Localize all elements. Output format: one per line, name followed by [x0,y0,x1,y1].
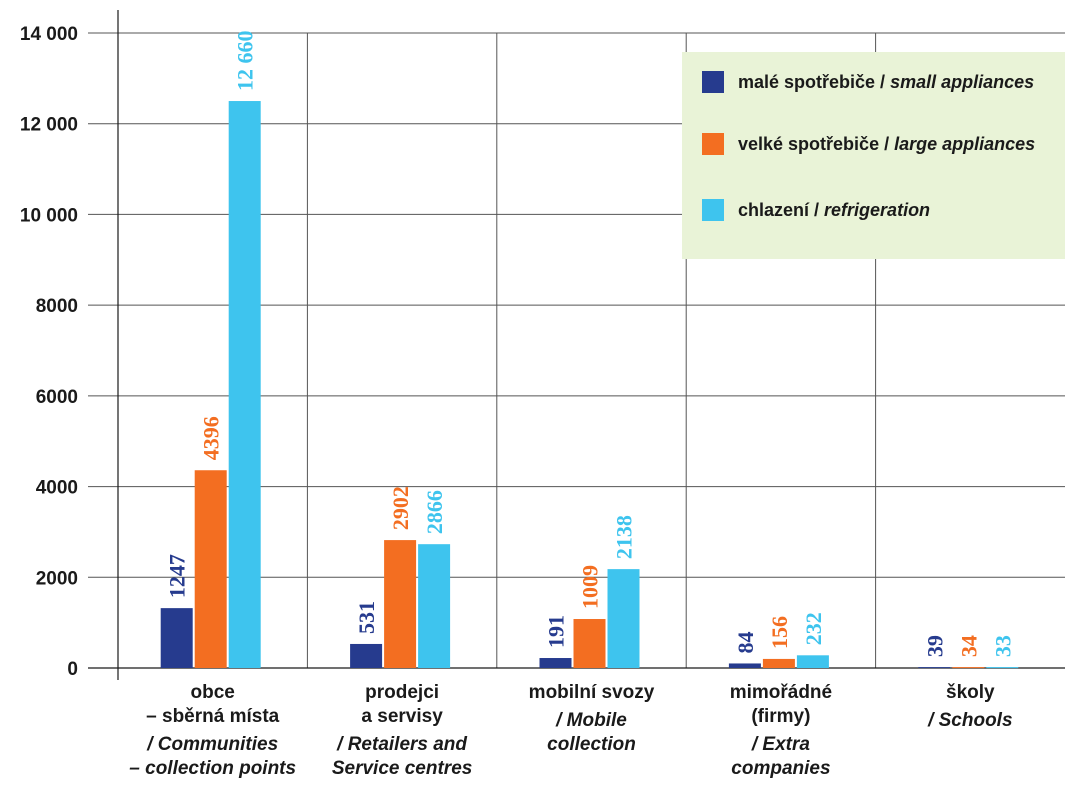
category-labels: obce – sběrná místa / Communities – collect… [129,682,1012,779]
bar-refrigeration [418,544,451,668]
category-label: (firmy) [751,706,810,727]
bar-small [160,608,193,668]
data-label-large: 1009 [578,565,603,609]
data-label-refrigeration: 33 [990,635,1015,657]
category-label: školy [946,682,995,703]
data-label-small: 531 [354,601,379,634]
y-tick-label: 2000 [36,568,78,589]
category-label: – sběrná místa [146,706,279,727]
category-label-en: / Retailers and [336,734,467,755]
category-label: mimořádné [730,682,832,703]
y-tick-label: 8000 [36,296,78,317]
legend-swatch-large [702,133,724,155]
bars [160,101,1019,669]
bar-small [350,643,383,668]
data-label-large: 2902 [388,486,413,530]
bar-large [194,470,227,668]
category-label-en: collection [547,734,636,755]
category-label-en: – collection points [129,758,296,779]
y-tick-label: 10 000 [20,205,78,226]
data-label-refrigeration: 2138 [612,515,637,559]
legend-item-small: malé spotřebiče / small appliances [702,70,1034,94]
y-tick-label: 0 [67,659,78,680]
data-label-small: 191 [544,615,569,648]
y-tick-label: 14 000 [20,24,78,45]
category-label-en: / Mobile [555,710,627,731]
category-label: obce [191,682,235,703]
data-label-small: 84 [733,631,758,653]
category-label: mobilní svozy [529,682,655,703]
legend-swatch-small [702,71,724,93]
legend-item-refrigeration: chlazení / refrigeration [702,198,930,222]
category-label: prodejci [365,682,439,703]
legend: malé spotřebiče / small appliances velké… [682,52,1065,259]
category-label-en: companies [731,758,830,779]
data-label-refrigeration: 12 660 [233,31,258,92]
data-label-small: 39 [922,635,947,657]
legend-label-refrigeration-en: refrigeration [824,199,931,220]
y-tick-label: 12 000 [20,115,78,136]
y-tick-label: 6000 [36,387,78,408]
legend-label-large: velké spotřebiče / [738,133,890,154]
bar-large [762,658,795,668]
bar-small [539,658,572,668]
bar-large [573,619,606,668]
legend-label-large-en: large appliances [894,133,1036,154]
legend-label-small: malé spotřebiče / [738,71,886,92]
data-label-small: 1247 [165,554,190,598]
bar-large [384,540,417,668]
category-label-en: / Communities [146,734,278,755]
bar-refrigeration [796,655,829,668]
bar-refrigeration [986,667,1019,669]
legend-item-large: velké spotřebiče / large appliances [702,132,1035,156]
data-label-refrigeration: 2866 [422,490,447,534]
category-label: a servisy [361,706,443,727]
bar-refrigeration [228,101,261,669]
y-tick-label: 4000 [36,478,78,499]
data-label-large: 34 [956,635,981,657]
legend-label-small-en: small appliances [890,71,1035,92]
bar-large [952,667,985,669]
category-label-en: Service centres [332,758,473,779]
bar-small [918,667,951,669]
legend-label-refrigeration: chlazení / [738,199,820,220]
data-label-large: 156 [767,616,792,649]
bar-small [728,663,761,668]
data-labels: 1247 4396 12 660 531 2902 2866 191 1009 2138 84 15… [165,31,1016,658]
legend-swatch-refrigeration [702,199,724,221]
data-label-refrigeration: 232 [801,612,826,645]
bar-refrigeration [607,569,640,668]
category-label-en: / Extra [751,734,811,755]
category-label-en: / Schools [927,710,1012,731]
data-label-large: 4396 [199,416,224,460]
